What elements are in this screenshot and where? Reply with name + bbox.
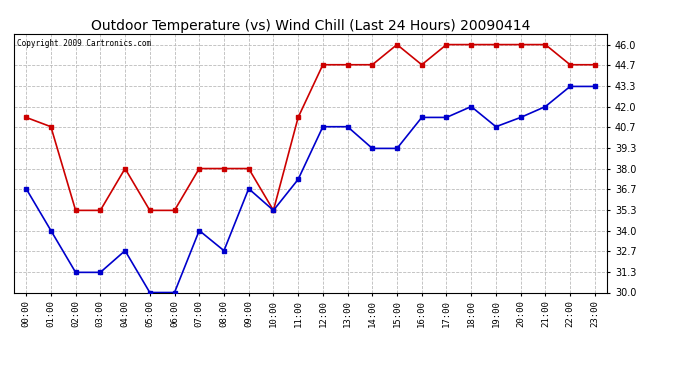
Text: Copyright 2009 Cartronics.com: Copyright 2009 Cartronics.com (17, 39, 151, 48)
Title: Outdoor Temperature (vs) Wind Chill (Last 24 Hours) 20090414: Outdoor Temperature (vs) Wind Chill (Las… (91, 19, 530, 33)
